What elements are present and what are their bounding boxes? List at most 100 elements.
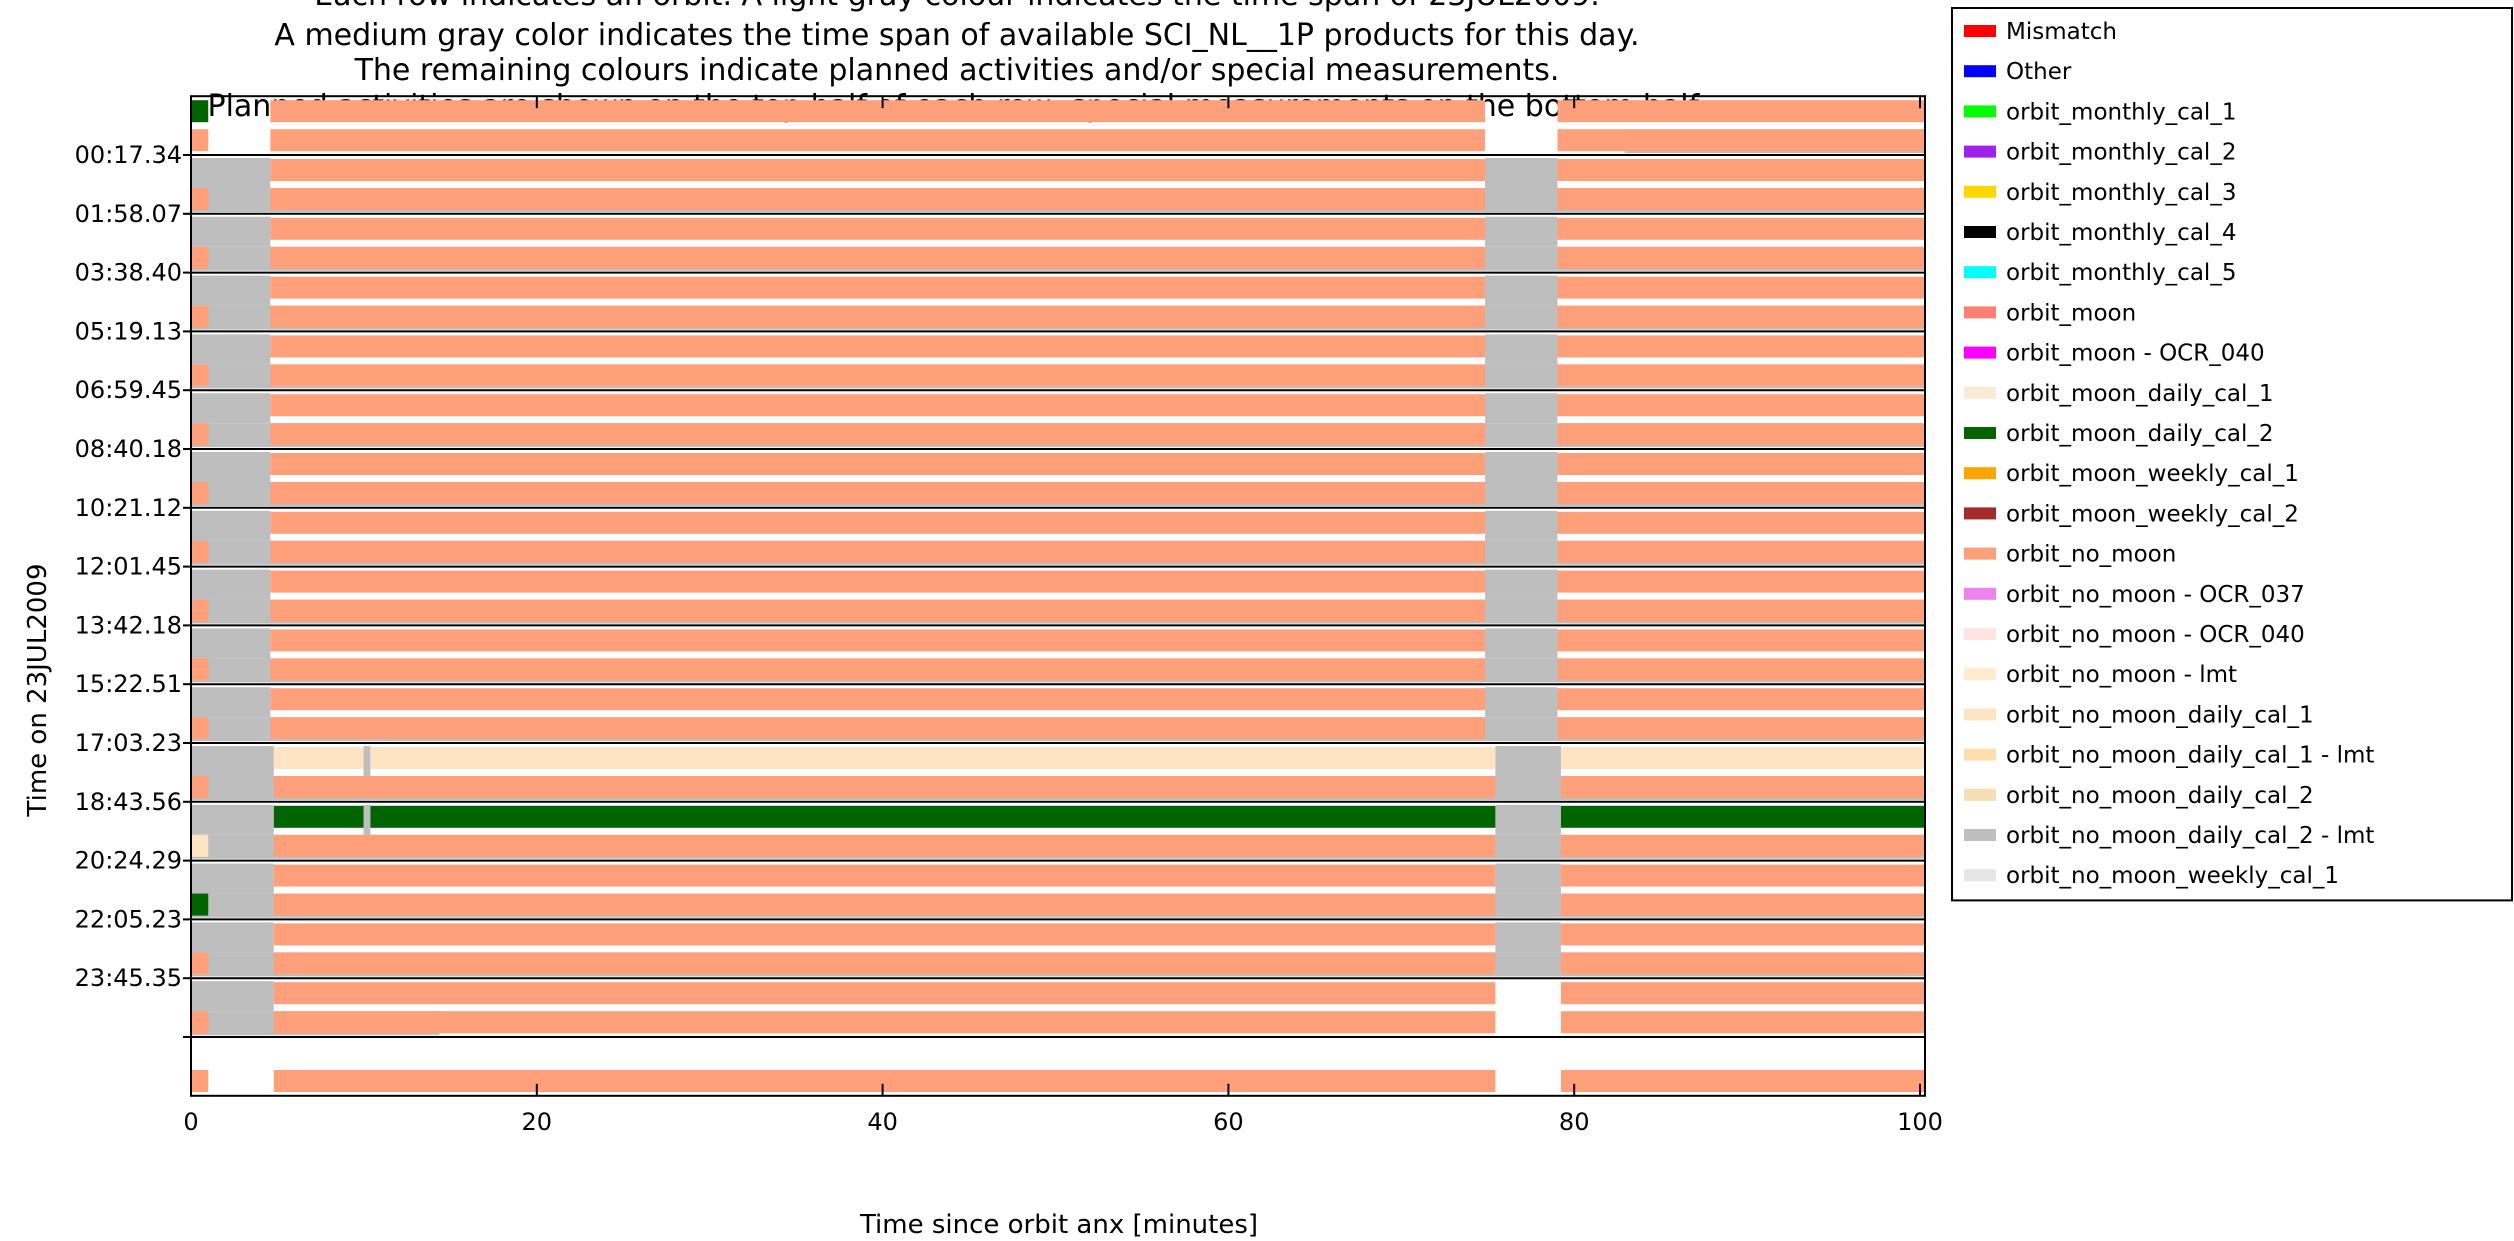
planned-activity-bar	[191, 100, 209, 123]
planned-activity-bar	[270, 511, 1486, 534]
row-time-label: 06:59.45	[75, 376, 182, 404]
product-span-bar	[191, 863, 274, 894]
planned-activity-bar	[1557, 100, 1925, 123]
special-measurement-bar	[191, 246, 209, 269]
legend-label: orbit_no_moon - lmt	[2006, 662, 2237, 688]
planned-activity-bar	[270, 276, 1486, 299]
special-measurement-bar	[270, 540, 1486, 563]
row-time-label: 03:38.40	[75, 259, 182, 287]
planned-activity-bar	[270, 159, 1486, 181]
legend-label: orbit_moon - OCR_040	[2006, 341, 2265, 367]
special-measurement-bar	[1557, 305, 1925, 328]
x-tick-label: 80	[1559, 1108, 1590, 1136]
orbit-row	[191, 510, 1925, 565]
legend-swatch	[1964, 829, 1996, 841]
legend-swatch	[1964, 668, 1996, 681]
plot-frame	[190, 95, 1926, 1097]
legend-swatch	[1964, 105, 1996, 118]
product-span-bar	[191, 981, 274, 1012]
special-measurement-bar	[191, 364, 209, 387]
special-measurement-bar	[270, 129, 1486, 152]
legend-swatch	[1964, 869, 1996, 882]
product-span-bar	[1485, 334, 1558, 365]
special-measurement-bar	[1560, 776, 1925, 798]
special-measurement-bar	[273, 1011, 1496, 1034]
row-time-label: 05:19.13	[75, 317, 182, 345]
legend-swatch	[1964, 788, 1996, 801]
product-span-bar	[191, 746, 274, 776]
special-measurement-bar	[191, 305, 209, 328]
orbit-row	[191, 569, 1925, 624]
product-span-bar	[363, 804, 371, 835]
legend-swatch	[1964, 346, 1996, 359]
row-time-label: 23:45.35	[75, 964, 182, 992]
special-measurement-bar	[270, 423, 1486, 446]
special-measurement-bar	[191, 540, 209, 563]
planned-activity-bar	[270, 217, 1486, 240]
product-span-bar	[1485, 628, 1558, 659]
planned-activity-bar	[370, 747, 1496, 769]
planned-activity-bar	[270, 394, 1486, 417]
legend-label: orbit_no_moon_weekly_cal_1	[2006, 863, 2339, 889]
row-time-label: 01:58.07	[75, 200, 182, 228]
legend-label: orbit_moon_daily_cal_1	[2006, 381, 2274, 407]
legend-label: orbit_no_moon_daily_cal_2	[2006, 783, 2314, 809]
legend-label: orbit_no_moon	[2006, 542, 2176, 568]
product-span-bar	[191, 510, 271, 541]
product-span-bar	[191, 569, 271, 600]
special-measurement-bar	[191, 188, 209, 210]
special-measurement-bar	[191, 776, 209, 798]
special-measurement-bar	[191, 658, 209, 681]
x-tick-label: 20	[522, 1108, 553, 1136]
special-measurement-bar	[1560, 1011, 1925, 1034]
special-measurement-bar	[1557, 658, 1925, 681]
legend-swatch	[1964, 386, 1996, 399]
planned-activity-bar	[370, 805, 1496, 828]
product-span-bar	[1495, 746, 1561, 776]
row-time-label: 20:24.29	[75, 847, 182, 875]
x-axis: 0 20 40 60 80 100	[183, 96, 1943, 1136]
product-span-bar	[191, 687, 271, 718]
planned-activity-bar	[270, 629, 1486, 652]
product-span-bar	[1495, 922, 1561, 953]
product-span-bar	[191, 393, 271, 424]
special-measurement-bar	[1560, 952, 1925, 975]
legend-swatch	[1964, 748, 1996, 761]
special-measurement-bar	[273, 952, 1496, 975]
product-span-bar	[1495, 804, 1561, 835]
legend-swatch	[1964, 145, 1996, 158]
product-span-bar	[191, 922, 274, 953]
special-measurement-bar	[191, 599, 209, 622]
orbit-row	[191, 275, 1925, 330]
special-measurement-bar	[1560, 893, 1925, 916]
special-measurement-bar	[270, 364, 1486, 387]
planned-activity-bar	[270, 570, 1486, 593]
planned-activity-bar	[273, 805, 364, 828]
product-span-bar	[363, 746, 371, 776]
special-measurement-bar	[273, 1070, 1496, 1092]
special-measurement-bar	[191, 423, 209, 446]
orbit-row	[191, 216, 1925, 271]
orbit-row	[191, 687, 1925, 742]
legend-swatch	[1964, 587, 1996, 600]
special-measurement-bar	[1557, 717, 1925, 740]
product-span-bar	[1485, 510, 1558, 541]
special-measurement-bar	[270, 599, 1486, 622]
orbit-row	[191, 804, 1925, 859]
orbit-row	[191, 628, 1925, 683]
planned-activity-bar	[1560, 923, 1925, 946]
planned-activity-bar	[1557, 629, 1925, 652]
product-span-bar	[1485, 216, 1558, 247]
row-time-label: 12:01.45	[75, 553, 182, 581]
legend-label: orbit_monthly_cal_5	[2006, 260, 2236, 286]
product-span-bar	[191, 804, 274, 835]
legend-swatch	[1964, 467, 1996, 480]
product-span-bar	[191, 334, 271, 365]
row-time-label: 00:17.34	[75, 141, 182, 169]
special-measurement-bar	[1557, 482, 1925, 504]
planned-activity-bar	[270, 688, 1486, 711]
row-time-label: 17:03.23	[75, 729, 182, 757]
legend-label: orbit_monthly_cal_1	[2006, 99, 2236, 125]
legend-swatch	[1964, 306, 1996, 319]
special-measurement-bar	[273, 776, 1496, 798]
